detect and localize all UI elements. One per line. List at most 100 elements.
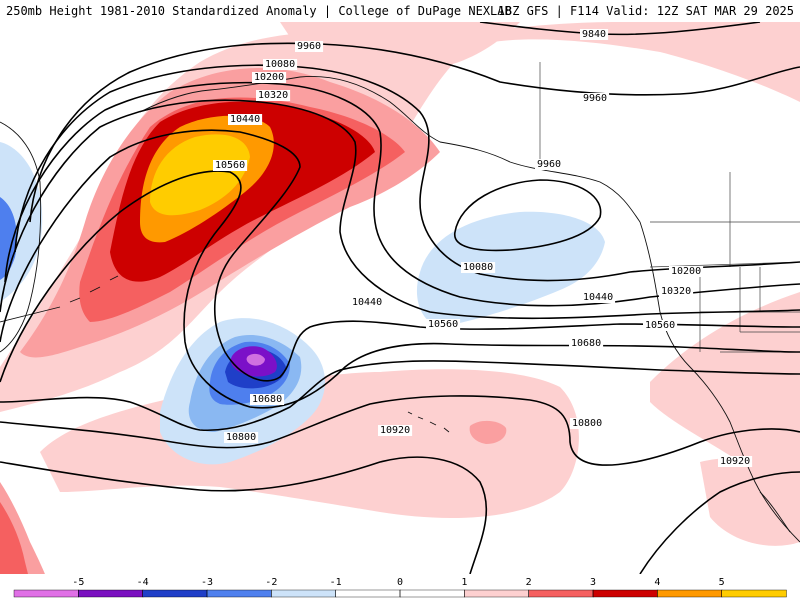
legend-tick-label: -5 [72,577,84,588]
legend-color-segment [464,589,530,598]
legend-color-segment [399,589,466,598]
contour-label-background [263,59,298,70]
contour-label-background [224,432,259,443]
contour-label-background [659,286,694,297]
contour-label: 10080 [463,262,493,273]
contour-10320 [0,99,800,320]
contour-9960 [29,42,800,223]
contour-label: 10680 [252,394,282,405]
contour-label: 10800 [226,432,256,443]
legend-tick-label: 1 [461,577,467,588]
contour-label: 9960 [583,93,607,104]
contour-10920 [0,456,488,574]
legend-color-segment [528,589,594,598]
contour-label: 9960 [537,159,561,170]
contour-9960 [454,179,602,252]
contour-label: 10320 [661,286,691,297]
baja-coast [759,491,791,533]
map-title: 250mb Height 1981-2010 Standardized Anom… [6,4,512,18]
contour-10800 [0,395,800,466]
legend-color-segment [592,589,659,598]
negative-anomaly-1 [416,211,605,327]
legend-color-segment [13,589,80,598]
contour-label-background [350,297,385,308]
legend-ticks: -5 -4 -3 -2 -1 0 1 2 3 4 5 [72,577,725,597]
legend-color-segment [335,589,401,598]
negative-anomaly-6 [246,353,265,366]
contour-10680 [0,360,800,432]
alaska-coast [139,75,641,223]
legend-color-segment [206,589,273,598]
legend-tick-label: 0 [397,577,403,588]
contour-label-background [570,418,605,429]
positive-anomaly-1 [700,457,800,546]
contour-label: 10560 [215,160,245,171]
contour-label: 10320 [258,90,288,101]
contour-label-background [569,338,604,349]
legend-tick-label: 3 [590,577,596,588]
contour-label: 10200 [254,72,284,83]
map-panel[interactable]: 9840 9960 9960 9960 10080 10080 10200 10… [0,22,800,574]
legend-tick-label: -1 [330,577,342,588]
aleutian-islands [0,275,119,323]
contour-label: 10560 [645,320,675,331]
legend-svg: -5 -4 -3 -2 -1 0 1 2 3 4 5 [13,577,787,598]
contour-10440 [0,129,800,382]
contour-label: 9840 [582,29,606,40]
legend-tick-label: 2 [526,577,532,588]
contour-label-background [228,114,263,125]
contour-label-background [213,160,248,171]
contour-label: 10680 [571,338,601,349]
map-svg[interactable]: 9840 9960 9960 9960 10080 10080 10200 10… [0,22,800,574]
contour-label-background [580,29,609,40]
color-legend: -5 -4 -3 -2 -1 0 1 2 3 4 5 [0,574,800,600]
contour-label: 10440 [230,114,260,125]
contour-label-background [295,41,324,52]
positive-anomaly-2 [469,420,507,444]
legend-tick-label: -4 [137,577,149,588]
contour-label-background [669,266,704,277]
contour-label: 10920 [380,425,410,436]
contour-label: 10800 [572,418,602,429]
legend-color-segment [142,589,208,598]
canada-province-lines [650,172,800,267]
legend-bar [13,589,787,598]
contour-label: 10200 [671,266,701,277]
legend-tick-label: 4 [654,577,660,588]
contour-label-background [535,159,564,170]
contour-10200 [4,81,800,307]
contour-label: 10440 [583,292,613,303]
hawaii [407,411,450,433]
contour-label-background [426,319,461,330]
contour-label-background [581,292,616,303]
positive-anomaly-1 [280,22,520,69]
legend-color-segment [271,589,337,598]
contour-label: 10440 [352,297,382,308]
model-valid-time: 18Z GFS | F114 Valid: 12Z SAT MAR 29 202… [497,4,794,18]
siberia-coast [0,121,42,353]
contour-10080 [14,64,800,282]
contour-labels: 9840 9960 9960 9960 10080 10080 10200 10… [213,29,753,467]
contour-label: 9960 [297,41,321,52]
contour-label-background [378,425,413,436]
height-contours [0,22,800,574]
legend-color-segment [657,589,723,598]
contour-label-background [643,320,678,331]
contour-label: 10080 [265,59,295,70]
coastlines [0,75,800,543]
legend-color-segment [78,589,144,598]
legend-tick-label: -3 [201,577,213,588]
legend-tick-label: -2 [265,577,277,588]
contour-label-background [581,93,610,104]
contour-label: 10920 [720,456,750,467]
anomaly-shading [0,22,800,574]
contour-label: 10560 [428,319,458,330]
contour-label-background [256,90,291,101]
contour-label-background [250,394,285,405]
legend-tick-label: 5 [719,577,725,588]
positive-anomaly-6 [150,134,250,216]
positive-anomaly-3 [0,502,28,574]
legend-color-segment [721,589,787,598]
contour-10920 [639,471,800,574]
contour-label-background [461,262,496,273]
